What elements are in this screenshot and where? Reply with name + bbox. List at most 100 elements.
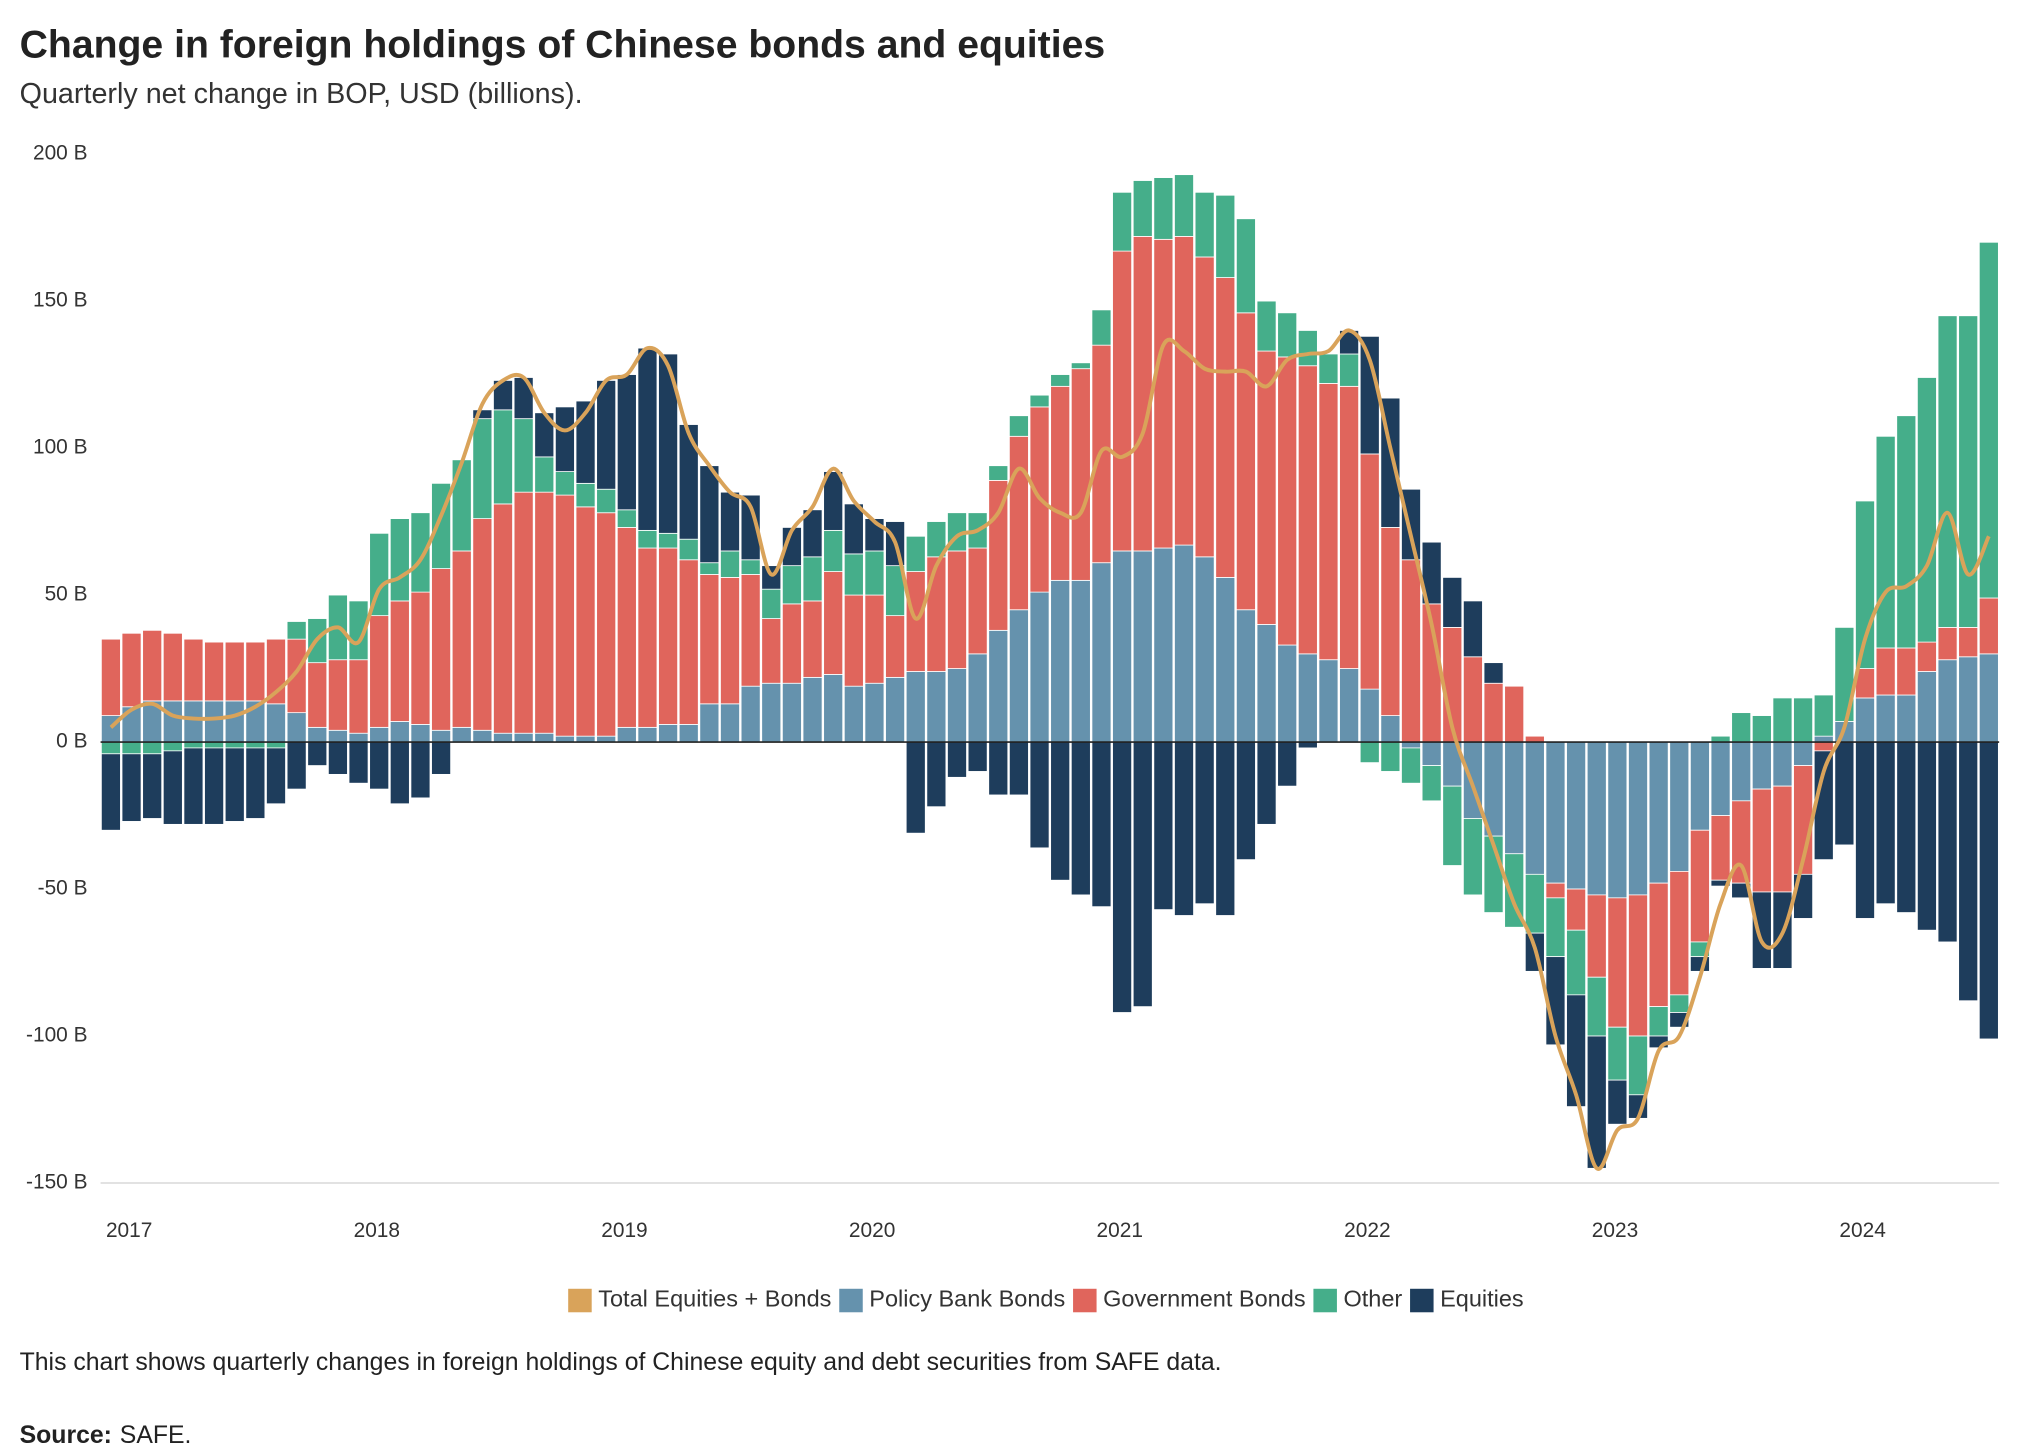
x-tick-label: 2020 — [849, 1219, 895, 1242]
bar-segment — [1050, 385, 1071, 581]
bar-segment — [699, 574, 720, 705]
bar-segment — [1297, 365, 1318, 655]
bar-segment — [1545, 882, 1566, 899]
y-tick-label: -150 B — [26, 1171, 88, 1194]
bar-segment — [1132, 741, 1153, 1008]
bar-segment — [905, 535, 926, 572]
bar-segment — [823, 529, 844, 572]
bar-segment — [245, 741, 266, 749]
bar-segment — [1401, 488, 1421, 561]
bar-segment — [534, 456, 555, 493]
bar-segment — [1132, 550, 1153, 743]
bar-segment — [1256, 350, 1277, 625]
bar-segment — [1751, 715, 1772, 743]
bar-segment — [286, 712, 307, 743]
bar-segment — [1359, 688, 1380, 743]
bar-segment — [224, 641, 245, 702]
bar-segment — [1297, 653, 1318, 743]
bar-segment — [245, 747, 266, 819]
bar-segment — [1318, 382, 1339, 661]
bar-segment — [1318, 353, 1339, 384]
y-tick-label: 150 B — [33, 289, 88, 312]
bar-segment — [1958, 741, 1979, 1002]
bar-segment — [204, 747, 225, 825]
bar-segment — [431, 741, 452, 775]
bar-segment — [1875, 694, 1896, 743]
bar-segment — [720, 703, 740, 743]
bar-segment — [1174, 174, 1194, 237]
bar-segment — [1256, 300, 1277, 352]
bar-segment — [1462, 818, 1483, 896]
x-tick-label: 2017 — [106, 1219, 152, 1242]
bar-segment — [1174, 236, 1194, 546]
y-tick-label: 100 B — [33, 436, 88, 459]
bar-segment — [1153, 741, 1174, 911]
bar-segment — [802, 676, 823, 743]
bar-segment — [1772, 785, 1793, 893]
y-tick-label: -100 B — [26, 1024, 88, 1047]
bar-segment — [1215, 277, 1236, 578]
bar-segment — [1566, 929, 1587, 996]
bar-segment — [926, 556, 947, 672]
bar-segment — [1008, 609, 1029, 743]
source-label: Source: — [20, 1422, 112, 1449]
bar-segment — [1194, 741, 1215, 905]
legend: Total Equities + Bonds Policy Bank Bonds G… — [568, 1286, 1524, 1313]
bar-segment — [1607, 897, 1628, 1028]
bar-segment — [1112, 550, 1133, 743]
bar-segment — [389, 721, 410, 743]
bar-segment — [575, 400, 596, 484]
bar-segment — [204, 741, 225, 749]
bar-segment — [616, 374, 637, 511]
bar-segment — [327, 659, 348, 731]
bar-segment — [348, 600, 369, 661]
bar-segment — [554, 471, 575, 496]
bar-segment — [1153, 177, 1174, 240]
bar-segment — [327, 729, 348, 743]
bar-segment — [534, 732, 555, 743]
bar-segment — [926, 741, 947, 808]
y-tick-label: 50 B — [45, 583, 88, 606]
x-tick-label: 2018 — [354, 1219, 400, 1242]
bar-segment — [1793, 741, 1814, 766]
bar-segment — [1297, 330, 1318, 367]
bar-segment — [369, 615, 390, 728]
bar-segment — [1277, 644, 1298, 743]
bar-segment — [1958, 656, 1979, 743]
bar-segment — [1483, 662, 1504, 684]
bar-segment — [1194, 556, 1215, 743]
bar-segment — [1751, 741, 1772, 790]
bar-segment — [204, 641, 225, 702]
bar-segment — [1978, 741, 1999, 1040]
bar-segment — [121, 741, 142, 755]
bar-segment — [142, 629, 163, 702]
bar-segment — [162, 632, 183, 702]
bar-segment — [1751, 788, 1772, 893]
bar-segment — [1070, 362, 1091, 370]
bar-segment — [1834, 741, 1855, 846]
bar-segment — [1896, 415, 1917, 649]
bar-segment — [1215, 194, 1236, 278]
bar-segment — [224, 747, 245, 822]
total-line — [109, 328, 1991, 1171]
bar-segment — [1339, 668, 1360, 743]
bar-segment — [1153, 547, 1174, 743]
bar-segment — [802, 556, 823, 602]
bar-segment — [100, 753, 121, 831]
bar-segment — [781, 565, 802, 605]
bar-segment — [513, 732, 534, 743]
bar-segment — [1215, 577, 1236, 743]
x-tick-label: 2023 — [1592, 1219, 1638, 1242]
bar-segment — [162, 750, 183, 825]
bar-segment — [1524, 873, 1545, 934]
bar-segment — [1916, 741, 1937, 931]
bar-segment — [1710, 879, 1731, 887]
bar-segment — [1442, 785, 1463, 866]
bar-segment — [843, 503, 864, 555]
bar-segment — [1235, 218, 1256, 314]
bar-segment — [926, 671, 947, 743]
bar-segment — [596, 488, 617, 514]
bar-segment — [1277, 356, 1298, 646]
bar-segment — [1174, 544, 1194, 743]
axes: -150 B -100 B -50 B 0 B 50 B 100 B 150 B 200 B 2… — [26, 142, 2000, 1242]
